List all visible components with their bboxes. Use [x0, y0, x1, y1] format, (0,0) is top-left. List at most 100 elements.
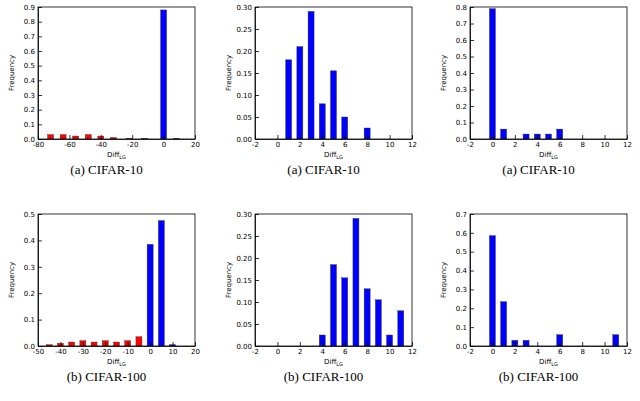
x-tick: 6 [558, 135, 563, 149]
bar [501, 129, 507, 139]
y-tick: 0.1 [456, 324, 474, 332]
bar [147, 244, 153, 346]
x-tick: 2 [298, 342, 302, 356]
x-tick-label: -40 [96, 141, 107, 149]
y-tick-label: 0.7 [456, 211, 467, 219]
x-tick-label: 0 [491, 348, 495, 356]
bars [48, 10, 180, 139]
x-tick-label: 4 [536, 348, 541, 356]
y-tick: 0.1 [24, 316, 42, 324]
y-tick-mark [470, 106, 474, 107]
y-tick-label: 0.5 [24, 211, 35, 219]
y-axis-title: Frequency [8, 55, 16, 91]
y-tick-label: 0.30 [236, 4, 252, 12]
y-tick: 0.6 [456, 37, 474, 45]
bar [489, 9, 495, 139]
x-tick: 8 [580, 342, 584, 356]
x-tick-mark [412, 342, 413, 346]
x-tick: 0 [491, 135, 495, 149]
bar [501, 302, 507, 346]
x-tick-label: 4 [321, 348, 326, 356]
x-tick-mark [560, 342, 561, 346]
y-tick: 0.5 [456, 248, 474, 256]
x-tick-mark [390, 342, 391, 346]
y-tick-label: 0.1 [24, 316, 35, 324]
x-tick: 8 [365, 135, 369, 149]
y-tick: 0.1 [24, 121, 42, 129]
y-tick-label: 0.1 [456, 119, 467, 127]
x-tick-mark [492, 135, 493, 139]
x-tick-label: 10 [169, 348, 178, 356]
y-tick-label: 0.2 [24, 290, 35, 298]
y-tick: 0.4 [456, 267, 474, 275]
bar [158, 221, 164, 346]
y-tick-label: 0.6 [456, 230, 468, 238]
y-tick-mark [255, 7, 259, 8]
subplot: -20246810120.00.10.20.30.40.50.60.70.8Di… [440, 4, 632, 177]
x-tick: 12 [623, 342, 632, 356]
y-axis-title: Frequency [440, 55, 448, 91]
x-axis: -80-60-40-20020 [33, 135, 200, 149]
y-tick-mark [470, 271, 474, 272]
y-tick-mark [470, 252, 474, 253]
x-tick-mark [105, 342, 106, 346]
bar [308, 11, 314, 139]
x-tick: 8 [580, 135, 584, 149]
x-axis-title-subscript: LG [336, 361, 343, 367]
x-tick-label: 0 [491, 141, 495, 149]
x-tick: 10 [169, 342, 178, 356]
x-tick: 0 [276, 135, 280, 149]
caption: (a) CIFAR-10 [287, 162, 359, 177]
y-axis-title: Frequency [225, 55, 233, 91]
y-tick: 0.05 [236, 321, 259, 329]
x-tick-mark [195, 342, 196, 346]
caption: (b) CIFAR-100 [499, 369, 579, 384]
y-tick-mark [255, 117, 259, 118]
y-tick-mark [38, 22, 42, 23]
y-axis: 0.00.10.20.30.40.50.60.7 [456, 211, 474, 351]
x-tick-label: 0 [148, 348, 152, 356]
y-tick-label: 0.3 [24, 92, 35, 100]
y-tick-mark [255, 236, 259, 237]
x-tick-mark [515, 135, 516, 139]
x-tick: 4 [321, 342, 326, 356]
bar [91, 342, 97, 346]
x-tick: -40 [96, 135, 107, 149]
y-tick: 0.4 [456, 70, 474, 78]
x-tick-label: 10 [386, 141, 395, 149]
x-tick-label: 6 [343, 348, 348, 356]
x-tick-mark [277, 135, 278, 139]
y-tick: 0.20 [236, 255, 259, 263]
x-tick-label: 0 [162, 141, 166, 149]
y-tick-label: 0.20 [236, 255, 252, 263]
y-tick-mark [255, 214, 259, 215]
plot-frame [470, 214, 627, 346]
x-axis-title-subscript: LG [551, 361, 558, 367]
y-tick-mark [255, 51, 259, 52]
x-axis-line [471, 346, 628, 347]
y-axis-title: Frequency [225, 262, 233, 298]
y-tick-label: 0.20 [236, 48, 252, 56]
y-tick-label: 0.5 [24, 62, 35, 70]
y-tick-mark [255, 95, 259, 96]
y-tick-label: 0.8 [456, 4, 467, 12]
x-tick-mark [412, 135, 413, 139]
y-tick-label: 0.3 [24, 264, 35, 272]
y-tick-label: 0.00 [236, 343, 252, 351]
bar [319, 335, 325, 346]
bar [342, 278, 348, 346]
x-tick: 0 [148, 342, 152, 356]
x-tick-mark [345, 342, 346, 346]
y-tick-mark [470, 233, 474, 234]
x-tick: 2 [298, 135, 302, 149]
x-tick: 10 [601, 135, 610, 149]
x-tick-mark [300, 342, 301, 346]
bar [546, 134, 552, 139]
y-tick-label: 0.10 [236, 299, 252, 307]
y-tick: 0.30 [236, 4, 259, 12]
y-tick: 0.25 [236, 26, 259, 34]
x-axis-title-main: Diff [324, 358, 336, 366]
plot-frame [255, 7, 412, 139]
subplot: -80-60-40-200200.00.10.20.30.40.50.60.70… [8, 4, 200, 177]
x-tick-label: 6 [343, 141, 348, 149]
